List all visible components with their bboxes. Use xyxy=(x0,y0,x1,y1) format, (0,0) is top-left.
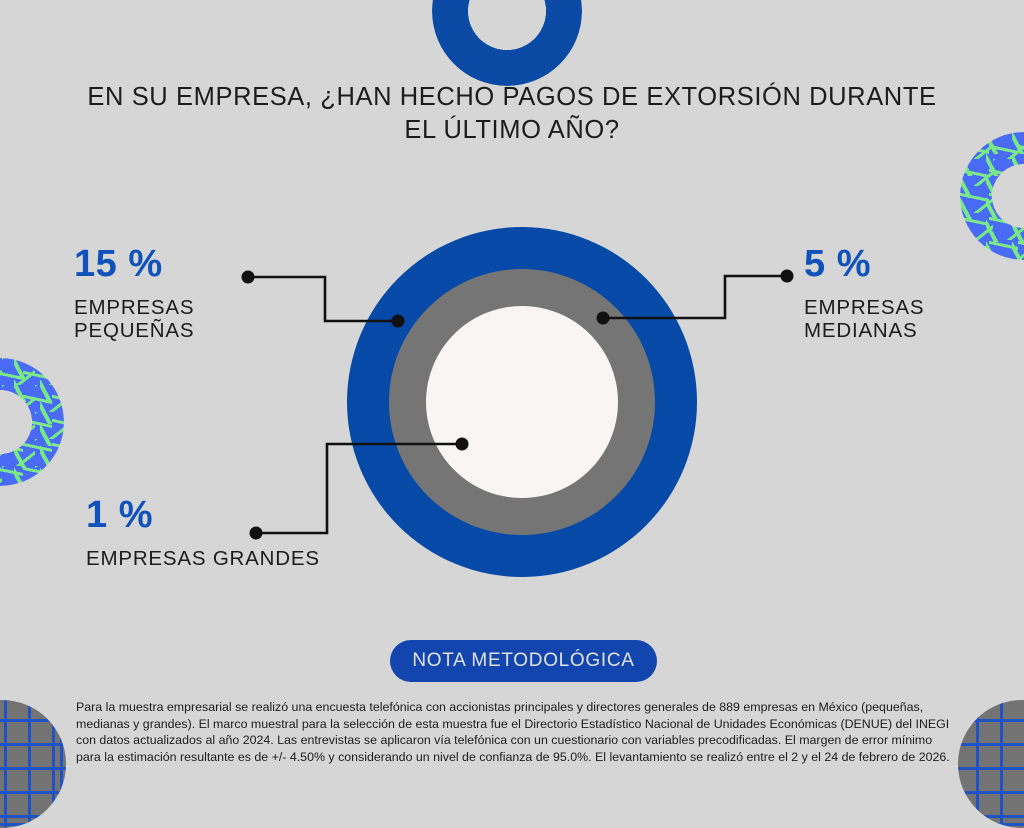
callout-percent-grandes: 1 % xyxy=(86,494,153,536)
callout-label-pequenas: EMPRESAS PEQUEÑAS xyxy=(74,296,195,342)
page-title: EN SU EMPRESA, ¿HAN HECHO PAGOS DE EXTOR… xyxy=(87,83,937,145)
callout-empresas-pequenas: 15 % EMPRESAS PEQUEÑAS xyxy=(74,245,194,343)
callout-label-grandes: EMPRESAS GRANDES xyxy=(86,547,320,570)
decorative-sprinkled-donut-left-icon xyxy=(0,358,64,486)
chart-ring-inner-empresas-grandes xyxy=(426,306,618,498)
callout-empresas-medianas: 5 % EMPRESAS MEDIANAS xyxy=(804,245,924,343)
callout-percent-medianas: 5 % xyxy=(804,243,871,285)
methodology-note-text: Para la muestra empresarial se realizó u… xyxy=(76,700,950,764)
decorative-sprinkled-donut-right-icon xyxy=(960,132,1024,260)
callout-percent-pequenas: 15 % xyxy=(74,243,163,285)
decorative-donut-top-icon xyxy=(432,0,582,86)
concentric-ring-chart xyxy=(347,227,697,577)
callout-empresas-grandes: 1 % EMPRESAS GRANDES xyxy=(86,496,320,571)
decorative-grid-circle-bottom-right-icon xyxy=(958,700,1024,828)
decorative-grid-circle-bottom-left-icon xyxy=(0,700,66,828)
callout-label-medianas: EMPRESAS MEDIANAS xyxy=(804,296,925,342)
nota-metodologica-button[interactable]: NOTA METODOLÓGICA xyxy=(390,640,657,682)
